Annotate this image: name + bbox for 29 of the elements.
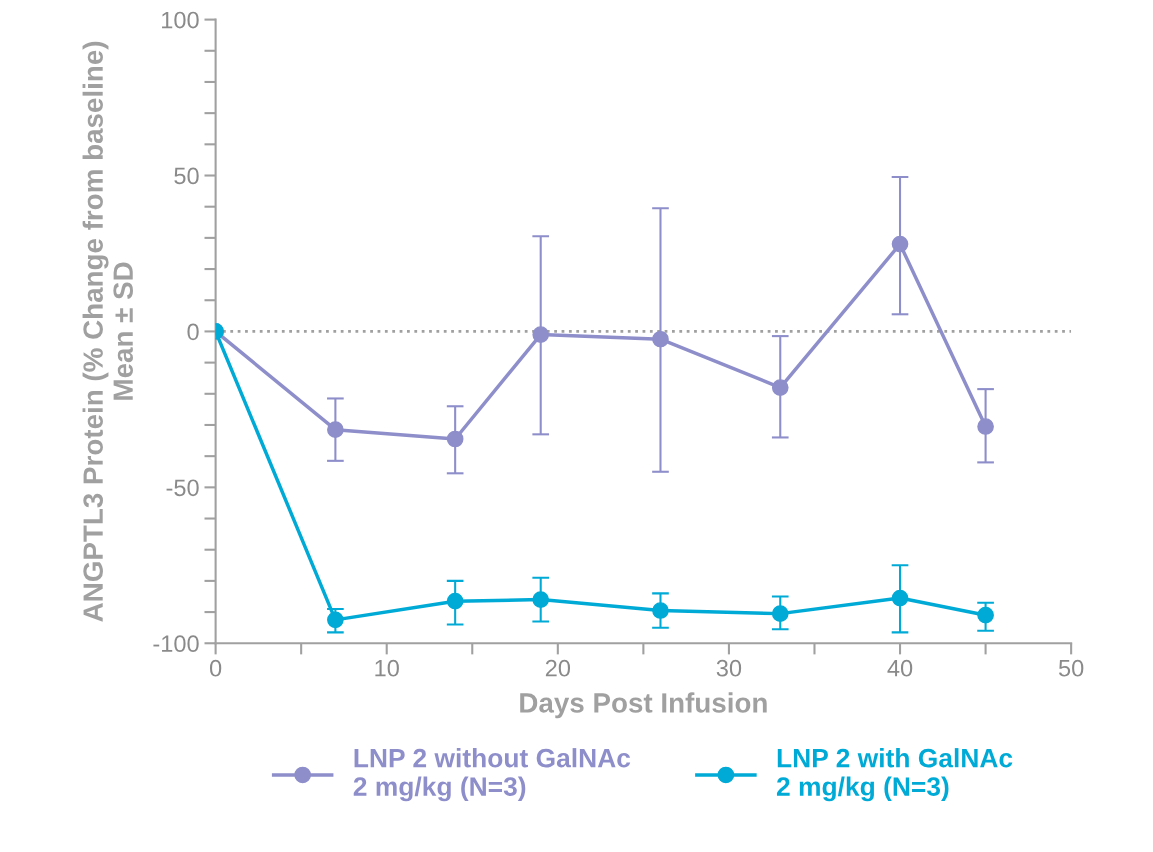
legend-label: LNP 2 with GalNAc 2 mg/kg (N=3) [776,748,1013,802]
x-tick-label: 10 [375,659,399,677]
point [652,330,669,348]
point [977,606,994,624]
point [891,589,909,607]
y-tick-label: 100 [162,11,199,29]
y-axis-title: ANGPTL3 Protein (% Change from baseline) Mean ± SD [82,41,134,622]
y-tick-label: 0 [187,323,199,341]
point [891,235,909,253]
point [652,602,669,619]
point [327,421,344,438]
x-axis-title: Days Post Infusion [520,692,767,719]
point [532,591,550,608]
point [446,430,464,448]
point [327,611,344,629]
point [771,605,789,622]
y-tick-label: -100 [153,635,199,653]
point [771,379,789,396]
point [532,326,550,343]
y-tick-label: 50 [174,167,199,185]
legend-label: LNP 2 without GalNAc 2 mg/kg (N=3) [353,748,631,802]
x-tick-label: 0 [209,659,222,677]
x-tick-label: 40 [887,659,913,677]
point [977,418,994,435]
x-tick-label: 50 [1058,659,1084,677]
y-tick-label: -50 [166,479,199,497]
x-tick-label: 20 [545,659,571,677]
point [446,592,464,610]
x-tick-label: 30 [716,659,742,677]
